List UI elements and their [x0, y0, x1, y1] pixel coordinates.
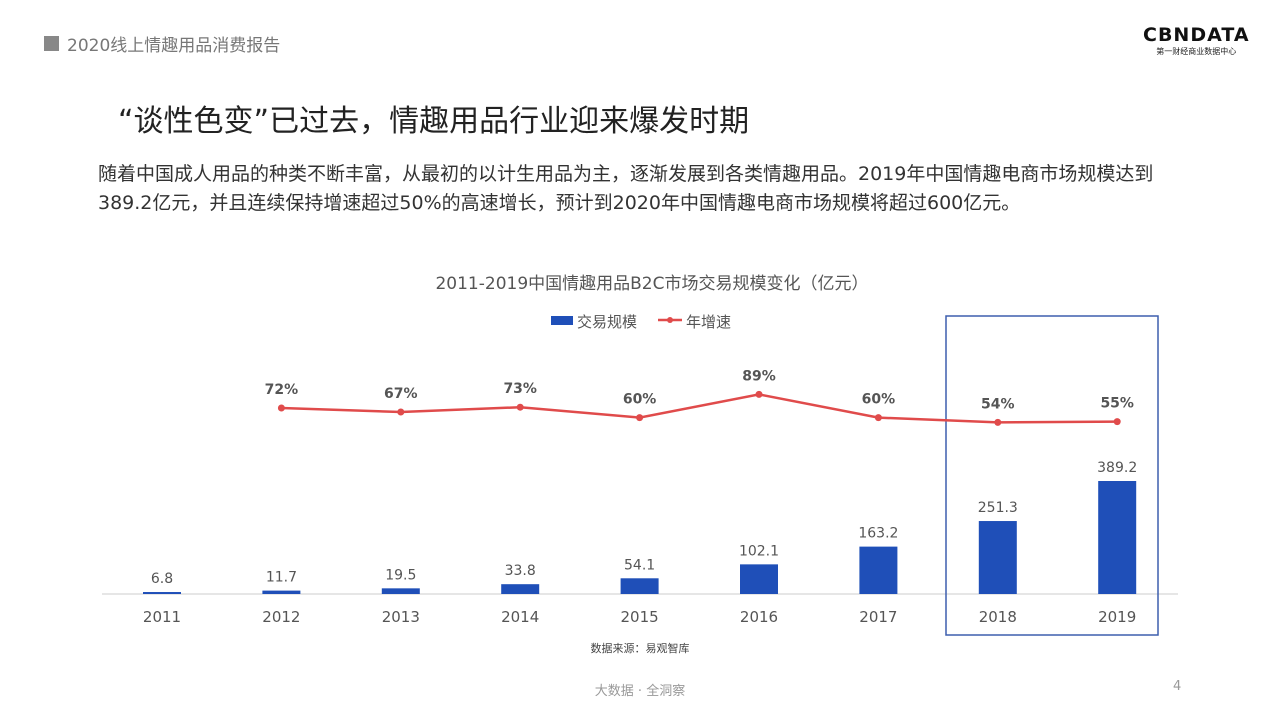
growth-label-2018: 54%	[981, 396, 1015, 412]
x-tick-2015: 2015	[621, 608, 659, 626]
slide-description: 随着中国成人用品的种类不断丰富，从最初的以计生用品为主，逐渐发展到各类情趣用品。…	[98, 163, 1154, 214]
x-tick-2013: 2013	[382, 608, 420, 626]
x-tick-2012: 2012	[262, 608, 300, 626]
legend-bar-label: 交易规模	[577, 313, 637, 331]
legend-line-label: 年增速	[686, 313, 731, 331]
bar-label-2013: 19.5	[385, 567, 416, 583]
growth-point-2014	[516, 403, 524, 411]
x-tick-2018: 2018	[979, 608, 1017, 626]
chart-title: 2011-2019中国情趣用品B2C市场交易规模变化（亿元）	[435, 274, 868, 294]
legend-bar-swatch	[551, 316, 573, 325]
highlight-box	[945, 315, 1159, 636]
bar-2016	[740, 564, 778, 594]
growth-label-2014: 73%	[503, 381, 537, 397]
bar-label-2012: 11.7	[266, 570, 297, 586]
growth-point-2016	[755, 390, 763, 398]
growth-label-2015: 60%	[623, 392, 657, 408]
x-tick-2019: 2019	[1098, 608, 1136, 626]
x-tick-2016: 2016	[740, 608, 778, 626]
logo-main: CBNDATA	[1143, 24, 1250, 46]
growth-point-2019	[1113, 418, 1121, 426]
source-note: 数据来源：易观智库	[591, 641, 690, 655]
x-tick-2014: 2014	[501, 608, 539, 626]
growth-point-2015	[636, 414, 644, 422]
bar-label-2015: 54.1	[624, 557, 655, 573]
cbndata-logo: CBNDATA 第一财经商业数据中心	[1143, 24, 1250, 57]
report-header: 2020线上情趣用品消费报告	[44, 31, 280, 56]
legend-line-marker	[667, 317, 673, 323]
logo-sub: 第一财经商业数据中心	[1156, 47, 1237, 56]
bar-2018	[978, 521, 1017, 594]
footer-tagline: 大数据 · 全洞察	[594, 684, 686, 699]
bar-label-2017: 163.2	[858, 526, 898, 542]
page-number: 4	[1173, 679, 1182, 694]
bar-label-2014: 33.8	[505, 563, 536, 579]
growth-label-2019: 55%	[1100, 396, 1134, 412]
growth-label-2017: 60%	[862, 392, 896, 408]
growth-line	[281, 393, 1118, 424]
bar-2019	[1098, 481, 1137, 594]
bar-2014	[501, 584, 540, 594]
report-title: 2020线上情趣用品消费报告	[67, 36, 281, 56]
x-tick-2011: 2011	[143, 608, 181, 626]
x-tick-2017: 2017	[859, 608, 897, 626]
bar-label-2018: 251.3	[978, 500, 1018, 516]
growth-point-2013	[397, 408, 405, 416]
growth-label-2016: 89%	[742, 368, 776, 384]
bar-label-2011: 6.8	[151, 571, 173, 587]
bar-2012	[262, 590, 301, 594]
bar-label-2016: 102.1	[739, 543, 779, 559]
bar-2013	[381, 588, 420, 594]
growth-point-2017	[874, 414, 882, 422]
bar-2015	[620, 578, 659, 594]
bar-2017	[859, 546, 898, 594]
bar-label-2019: 389.2	[1097, 460, 1137, 476]
growth-label-2012: 72%	[265, 382, 299, 398]
growth-label-2013: 67%	[384, 386, 418, 402]
growth-point-2018	[994, 418, 1002, 426]
header-square-icon	[44, 36, 59, 51]
growth-point-2012	[277, 404, 285, 412]
bar-2011	[143, 592, 181, 594]
slide-title: “谈性色变”已过去，情趣用品行业迎来爆发时期	[118, 104, 750, 139]
